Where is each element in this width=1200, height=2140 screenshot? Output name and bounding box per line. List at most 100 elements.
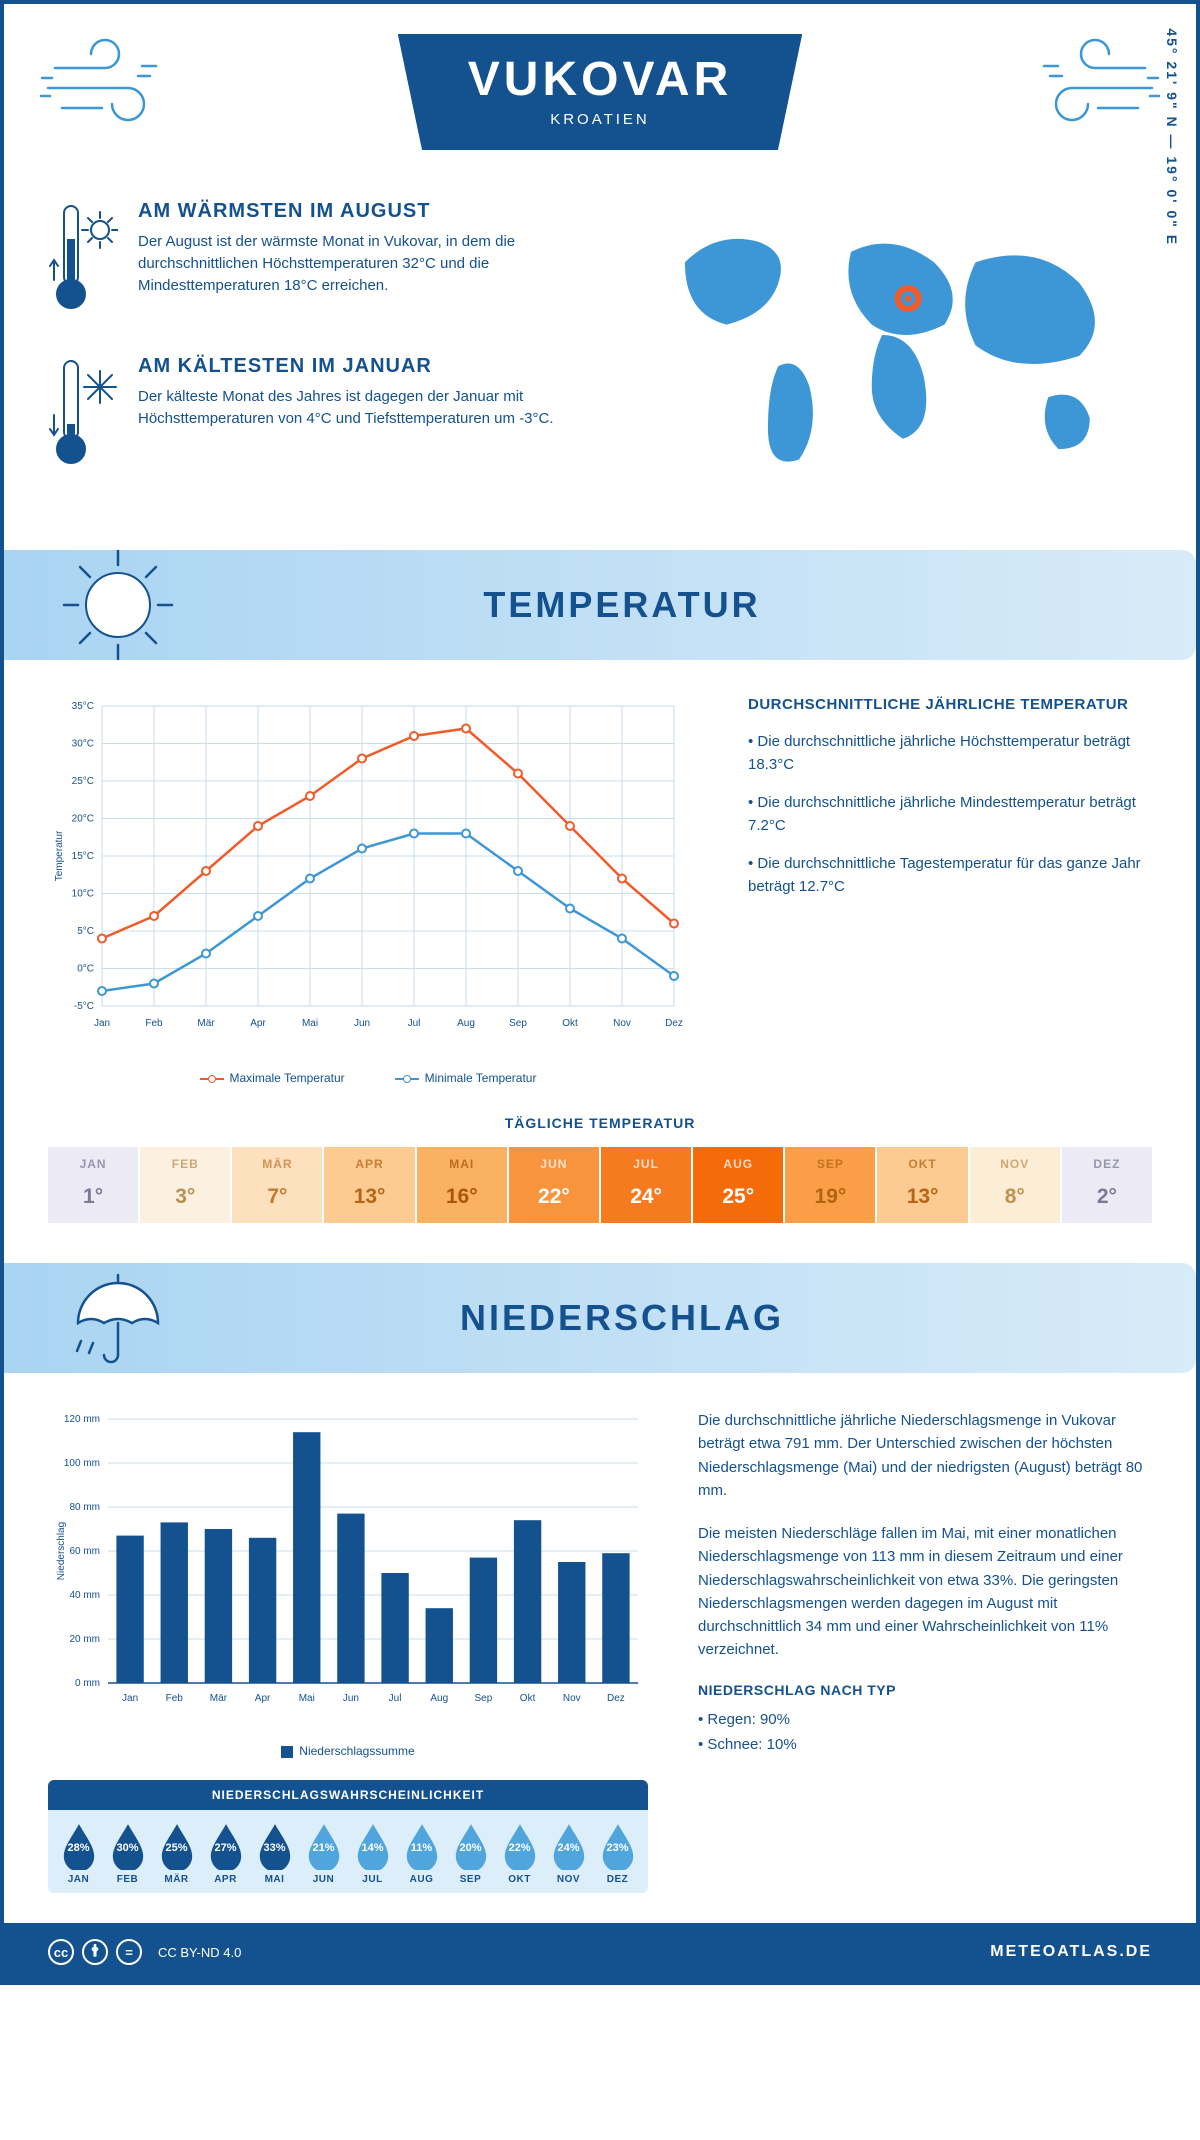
svg-text:Apr: Apr [250,1018,266,1029]
svg-text:Jan: Jan [94,1018,110,1029]
svg-text:Apr: Apr [255,1693,271,1704]
thermometer-hot-icon [48,200,118,320]
umbrella-icon [63,1263,173,1373]
precip-legend: Niederschlagssumme [48,1744,648,1758]
header: VUKOVAR KROATIEN [4,4,1196,200]
daily-temp-cell: NOV8° [970,1147,1060,1223]
svg-text:Jan: Jan [122,1693,138,1704]
svg-text:15°C: 15°C [72,851,94,862]
precip-type-line: • Schnee: 10% [698,1733,1152,1756]
coldest-text: Der kälteste Monat des Jahres ist dagege… [138,386,558,430]
precip-bytype-title: NIEDERSCHLAG NACH TYP [698,1682,1152,1698]
title-banner: VUKOVAR KROATIEN [398,34,802,150]
wind-icon-left [40,38,180,128]
svg-text:10°C: 10°C [72,889,94,900]
daily-temp-cell: JUN22° [509,1147,599,1223]
svg-text:Jul: Jul [389,1693,402,1704]
warmest-title: AM WÄRMSTEN IM AUGUST [138,200,558,223]
precipitation-title: NIEDERSCHLAG [188,1297,1196,1339]
temperature-banner: TEMPERATUR [4,550,1196,660]
sun-icon [58,545,178,665]
country-name: KROATIEN [468,111,732,128]
infographic-frame: VUKOVAR KROATIEN [0,0,1200,1985]
temp-stats-title: DURCHSCHNITTLICHE JÄHRLICHE TEMPERATUR [748,696,1152,713]
daily-temp-cell: MAI16° [417,1147,507,1223]
probability-cell: 24%NOV [544,1822,593,1885]
svg-text:Mai: Mai [302,1018,318,1029]
daily-temp-cell: SEP19° [785,1147,875,1223]
probability-cell: 21%JUN [299,1822,348,1885]
temp-stat-line: • Die durchschnittliche jährliche Höchst… [748,731,1152,776]
probability-cell: 20%SEP [446,1822,495,1885]
svg-text:Sep: Sep [475,1693,493,1704]
precipitation-banner: NIEDERSCHLAG [4,1263,1196,1373]
svg-text:Dez: Dez [665,1018,683,1029]
precip-paragraph: Die meisten Niederschläge fallen im Mai,… [698,1522,1152,1662]
daily-temp-cell: OKT13° [877,1147,967,1223]
footer: cc 🛉 = CC BY-ND 4.0 METEOATLAS.DE [4,1923,1196,1981]
svg-text:Okt: Okt [520,1693,536,1704]
probability-cell: 11%AUG [397,1822,446,1885]
svg-text:Feb: Feb [166,1693,184,1704]
svg-text:0°C: 0°C [77,964,94,975]
daily-temp-title: TÄGLICHE TEMPERATUR [48,1115,1152,1131]
svg-text:25°C: 25°C [72,776,94,787]
svg-text:120 mm: 120 mm [64,1414,100,1425]
thermometer-cold-icon [48,355,118,475]
precip-type-line: • Regen: 90% [698,1708,1152,1731]
probability-cell: 23%DEZ [593,1822,642,1885]
probability-cell: 33%MAI [250,1822,299,1885]
svg-text:30°C: 30°C [72,739,94,750]
svg-text:Dez: Dez [607,1693,625,1704]
intro-section: AM WÄRMSTEN IM AUGUST Der August ist der… [48,200,1152,510]
cc-icon: cc [48,1939,74,1965]
svg-text:Jun: Jun [343,1693,359,1704]
svg-text:Jul: Jul [408,1018,421,1029]
daily-temp-cell: APR13° [324,1147,414,1223]
probability-box: NIEDERSCHLAGSWAHRSCHEINLICHKEIT 28%JAN30… [48,1780,648,1893]
svg-text:35°C: 35°C [72,701,94,712]
temp-stat-line: • Die durchschnittliche jährliche Mindes… [748,792,1152,837]
svg-text:60 mm: 60 mm [69,1546,100,1557]
svg-text:Okt: Okt [562,1018,578,1029]
svg-text:Mai: Mai [299,1693,315,1704]
svg-text:40 mm: 40 mm [69,1590,100,1601]
precipitation-chart: 0 mm20 mm40 mm60 mm80 mm100 mm120 mmNied… [48,1409,648,1758]
coordinates: 45° 21' 9" N — 19° 0' 0" E [1164,28,1180,246]
probability-cell: 28%JAN [54,1822,103,1885]
svg-text:Aug: Aug [457,1018,475,1029]
daily-temp-cell: MÄR7° [232,1147,322,1223]
svg-text:Jun: Jun [354,1018,370,1029]
probability-title: NIEDERSCHLAGSWAHRSCHEINLICHKEIT [48,1780,648,1810]
svg-text:Sep: Sep [509,1018,527,1029]
probability-cell: 30%FEB [103,1822,152,1885]
temperature-stats: DURCHSCHNITTLICHE JÄHRLICHE TEMPERATUR •… [748,696,1152,1085]
svg-text:Mär: Mär [197,1018,215,1029]
warmest-text: Der August ist der wärmste Monat in Vuko… [138,231,558,296]
svg-text:Niederschlag: Niederschlag [56,1522,67,1580]
daily-temp-cell: AUG25° [693,1147,783,1223]
site-name: METEOATLAS.DE [990,1943,1152,1961]
svg-text:Aug: Aug [430,1693,448,1704]
temp-stat-line: • Die durchschnittliche Tagestemperatur … [748,853,1152,898]
daily-temp-cell: JAN1° [48,1147,138,1223]
coldest-title: AM KÄLTESTEN IM JANUAR [138,355,558,378]
svg-text:20°C: 20°C [72,814,94,825]
probability-cell: 25%MÄR [152,1822,201,1885]
temperature-chart: -5°C0°C5°C10°C15°C20°C25°C30°C35°CJanFeb… [48,696,688,1085]
daily-temp-cell: JUL24° [601,1147,691,1223]
temperature-title: TEMPERATUR [188,584,1196,626]
city-name: VUKOVAR [468,52,732,107]
daily-temp-cell: DEZ2° [1062,1147,1152,1223]
license-text: CC BY-ND 4.0 [158,1945,241,1960]
probability-cell: 27%APR [201,1822,250,1885]
svg-text:20 mm: 20 mm [69,1634,100,1645]
svg-text:100 mm: 100 mm [64,1458,100,1469]
svg-text:Feb: Feb [145,1018,163,1029]
world-map: 45° 21' 9" N — 19° 0' 0" E [633,200,1152,510]
nd-icon: = [116,1939,142,1965]
probability-cell: 22%OKT [495,1822,544,1885]
wind-icon-right [1020,38,1160,128]
temperature-legend: Maximale Temperatur Minimale Temperatur [48,1071,688,1085]
daily-temp-cell: FEB3° [140,1147,230,1223]
